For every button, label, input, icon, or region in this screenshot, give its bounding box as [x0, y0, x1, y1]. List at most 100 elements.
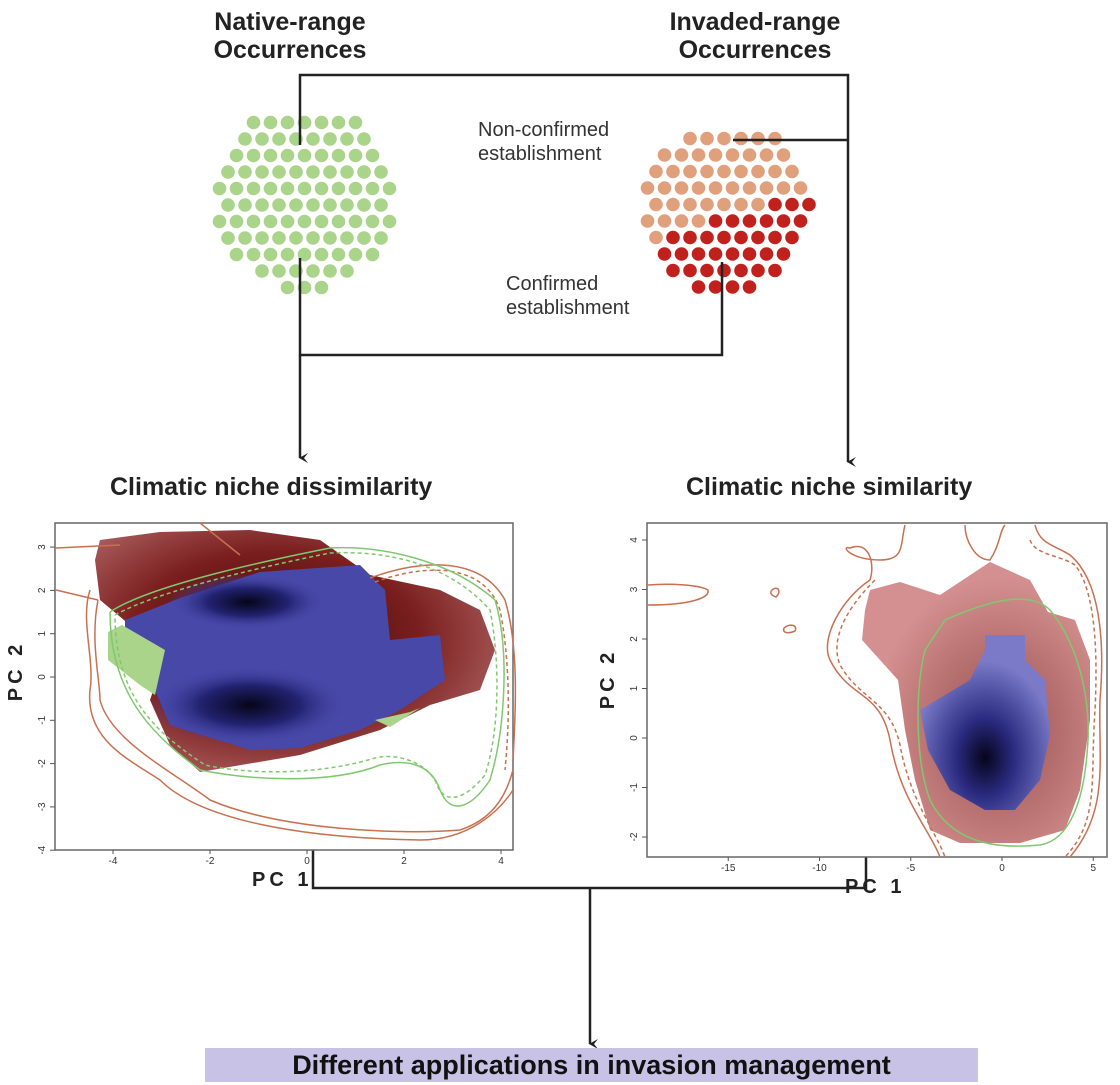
occurrence-dot	[708, 148, 723, 162]
occurrence-dot	[348, 115, 363, 130]
occurrence-dot	[657, 181, 672, 195]
conclusion-text: Different applications in invasion manag…	[292, 1049, 891, 1080]
occurrence-dot	[666, 197, 680, 212]
occurrence-dot	[331, 214, 346, 229]
y-tick-label: 2	[629, 636, 640, 642]
occurrence-dot	[666, 164, 680, 179]
label-line: establishment	[506, 297, 630, 319]
occurrence-dot	[691, 280, 706, 294]
occurrence-dot	[751, 263, 765, 278]
occurrence-dot	[357, 165, 371, 179]
x-tick-label: -10	[812, 863, 827, 874]
occurrence-dot	[751, 131, 765, 146]
occurrence-dot	[297, 181, 312, 196]
y-tick-label: -3	[37, 802, 48, 811]
y-tick-label: 3	[629, 586, 640, 592]
occurrence-dot	[759, 214, 774, 228]
occurrence-dot	[649, 197, 663, 212]
occurrence-dot	[314, 181, 329, 196]
occurrence-dot	[348, 181, 363, 196]
occurrence-dot	[314, 247, 329, 262]
occurrence-dot	[691, 247, 706, 261]
occurrence-dot	[323, 231, 337, 245]
occurrence-dot	[691, 181, 706, 195]
occurrence-dot	[357, 198, 371, 212]
occurrence-dot	[708, 247, 723, 261]
occurrence-dot	[734, 197, 748, 212]
nonconfirmed-label: Non-confirmed establishment	[478, 118, 609, 166]
y-tick-label: 4	[629, 537, 640, 543]
occurrence-dot	[272, 231, 286, 245]
occurrence-dot	[297, 148, 312, 163]
occurrence-dot	[331, 181, 346, 196]
occurrence-dot	[649, 164, 663, 179]
occurrence-dot	[725, 148, 740, 162]
occurrence-dot	[263, 181, 278, 196]
occurrence-dot	[374, 198, 388, 212]
occurrence-dot	[725, 214, 740, 228]
occurrence-dot	[776, 148, 791, 162]
occurrence-dot	[759, 148, 774, 162]
occurrence-dot	[280, 247, 295, 262]
occurrence-dot	[306, 165, 320, 179]
occurrence-dot	[700, 131, 714, 146]
occurrence-dot	[683, 230, 697, 245]
occurrence-dot	[280, 181, 295, 196]
x-tick-label: 5	[1090, 863, 1096, 874]
occurrence-dot	[323, 264, 337, 278]
occurrence-dot	[776, 181, 791, 195]
occurrence-dot	[314, 214, 329, 229]
x-tick-label: 4	[498, 856, 504, 867]
x-tick-label: -15	[721, 863, 736, 874]
occurrence-dot	[374, 165, 388, 179]
occurrence-dot	[734, 164, 748, 179]
occurrence-dot	[793, 214, 808, 228]
native-only-area	[375, 708, 420, 727]
conclusion-box: Different applications in invasion manag…	[205, 1048, 978, 1082]
occurrence-dot	[708, 214, 723, 228]
occurrence-dot	[708, 280, 723, 294]
occurrence-dot	[700, 197, 714, 212]
y-axis-label: PC 2	[5, 640, 28, 702]
occurrence-dot	[717, 230, 731, 245]
occurrence-dot	[708, 181, 723, 195]
occurrence-dot	[776, 214, 791, 228]
occurrence-dot	[331, 115, 346, 130]
occurrence-dot	[229, 214, 244, 229]
occurrence-dot	[793, 181, 808, 195]
occurrence-dot	[768, 230, 782, 245]
occurrence-dot	[323, 198, 337, 212]
occurrence-dot	[734, 131, 748, 146]
occurrence-dot	[700, 164, 714, 179]
x-tick-label: 2	[401, 856, 407, 867]
occurrence-dot	[238, 198, 252, 212]
invaded-contours	[55, 522, 517, 841]
native-contours	[917, 598, 1089, 847]
native-contours	[109, 546, 505, 807]
occurrence-dot	[725, 247, 740, 261]
occurrence-dot	[272, 198, 286, 212]
y-tick-label: 3	[37, 544, 48, 550]
occurrence-dot	[238, 231, 252, 245]
occurrence-dot	[221, 231, 235, 245]
occurrence-dot	[759, 247, 774, 261]
occurrence-dot	[717, 263, 731, 278]
x-tick-label: -4	[109, 856, 118, 867]
occurrence-dot	[340, 264, 354, 278]
y-tick-label: -1	[37, 715, 48, 724]
occurrence-dot	[674, 214, 689, 228]
occurrence-dot	[314, 115, 329, 130]
x-tick-label: 0	[304, 856, 310, 867]
occurrence-dot	[785, 230, 799, 245]
label-line: establishment	[478, 143, 602, 165]
occurrence-dot	[725, 181, 740, 195]
occurrence-dot	[691, 148, 706, 162]
x-axis-label: PC 1	[845, 876, 906, 898]
similarity-plot: -15 -10 -5 0 5 4 3 2 1 0 -1 -2	[629, 522, 1108, 874]
occurrence-dot	[297, 247, 312, 262]
occurrence-dot	[323, 165, 337, 179]
occurrence-dot	[742, 247, 757, 261]
occurrence-dot	[246, 181, 261, 196]
